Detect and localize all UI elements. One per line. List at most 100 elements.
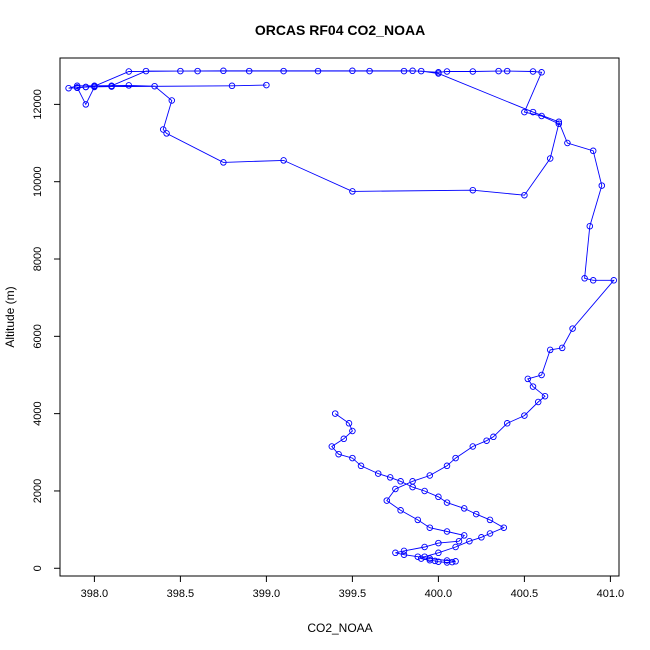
data-point (108, 82, 115, 90)
data-point (245, 67, 253, 75)
data-point (91, 83, 98, 91)
data-point (452, 454, 459, 462)
data-point (469, 443, 477, 450)
data-point (400, 551, 408, 558)
data-point (538, 69, 545, 76)
data-point (400, 67, 408, 75)
data-point (610, 277, 618, 284)
data-point (397, 478, 404, 485)
data-point (478, 534, 485, 541)
x-axis-label: CO2_NOAA (307, 621, 372, 635)
data-point (400, 547, 408, 555)
data-point (349, 454, 356, 462)
data-point (495, 67, 502, 75)
data-point (546, 346, 554, 354)
data-point (569, 325, 576, 332)
y-tick-label: 10000 (32, 166, 44, 197)
x-tick-label: 399.0 (253, 588, 281, 600)
data-point (421, 543, 428, 551)
data-point (82, 101, 90, 108)
data-point (73, 84, 81, 91)
data-point (529, 383, 537, 390)
data-point (503, 420, 511, 427)
data-point (452, 543, 459, 551)
data-point (168, 97, 176, 104)
data-point (469, 186, 477, 194)
data-point (538, 371, 545, 379)
data-point (521, 191, 528, 199)
data-point (558, 344, 566, 352)
data-point (521, 412, 528, 419)
y-axis-label: Altitude (m) (3, 286, 17, 347)
data-point (589, 147, 597, 155)
data-point (228, 82, 236, 90)
data-point (409, 67, 416, 75)
data-point (328, 443, 336, 450)
data-point (581, 275, 588, 282)
data-point (598, 182, 606, 189)
data-point (414, 553, 422, 560)
data-point (159, 126, 167, 133)
y-tick-label: 2000 (32, 479, 44, 503)
data-point (443, 499, 451, 506)
data-point (414, 516, 422, 524)
data-point (460, 505, 468, 512)
data-point (349, 427, 356, 435)
x-tick-label: 400.5 (511, 588, 539, 600)
data-point (435, 539, 442, 547)
data-point (586, 222, 594, 230)
data-point (142, 67, 150, 75)
data-point (421, 553, 428, 560)
data-point (555, 118, 563, 126)
data-point (534, 398, 542, 406)
data-point (409, 483, 416, 491)
data-point (331, 410, 339, 417)
data-point (177, 67, 184, 75)
data-point (564, 139, 571, 147)
data-point (194, 67, 201, 75)
data-point (500, 524, 508, 531)
data-point (151, 82, 158, 90)
data-point (466, 537, 473, 545)
data-point (483, 437, 490, 444)
data-point (421, 487, 428, 495)
y-tick-label: 6000 (32, 324, 44, 348)
x-axis: 398.0 398.5 399.0 399.5 400.0 400.5 401.0 (81, 576, 624, 600)
data-point (452, 558, 459, 565)
data-point (366, 67, 373, 75)
data-point (280, 67, 287, 75)
x-tick-label: 400.0 (425, 588, 453, 600)
series-line (68, 70, 615, 563)
data-point (357, 462, 365, 470)
data-point (546, 155, 554, 162)
data-point (435, 549, 442, 557)
data-point (280, 157, 287, 164)
data-point (541, 392, 549, 400)
y-tick-label: 8000 (32, 247, 44, 271)
data-point (486, 516, 494, 524)
data-point (589, 277, 597, 284)
y-tick-label: 4000 (32, 401, 44, 425)
series-layer (65, 67, 618, 566)
x-tick-label: 398.5 (167, 588, 195, 600)
data-point (125, 82, 133, 89)
data-point (472, 510, 480, 518)
data-point (417, 555, 425, 562)
data-point (374, 470, 382, 477)
data-point (349, 67, 356, 75)
chart-title: ORCAS RF04 CO2_NOAA (255, 22, 425, 38)
data-point (443, 528, 451, 535)
data-point (263, 81, 270, 89)
data-point (538, 112, 545, 120)
data-point (340, 435, 348, 443)
data-point (335, 450, 342, 458)
data-point (392, 549, 399, 557)
x-tick-label: 399.5 (339, 588, 367, 600)
data-point (65, 84, 72, 92)
data-point (555, 120, 563, 127)
data-point (386, 474, 394, 481)
y-axis: 0 2000 4000 6000 8000 10000 12000 (32, 89, 60, 571)
data-point (426, 472, 434, 479)
